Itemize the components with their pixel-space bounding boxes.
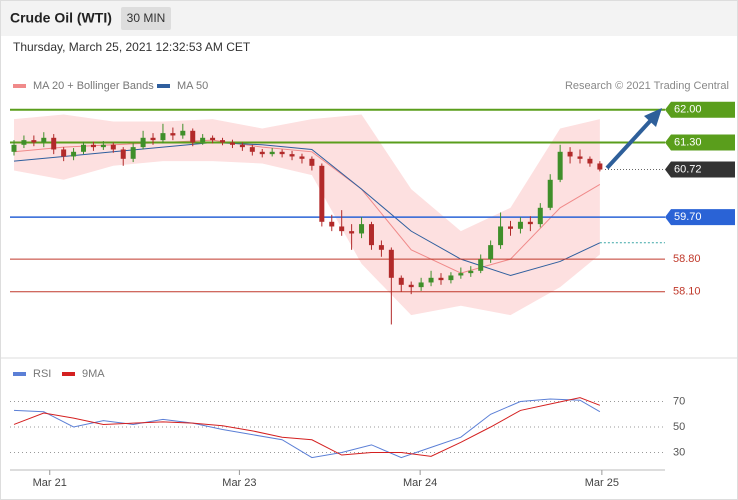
candle-body <box>498 226 504 246</box>
candle-body <box>398 277 404 285</box>
candle-body <box>259 151 265 155</box>
instrument-title: Crude Oil (WTI) <box>10 10 112 26</box>
legend-label: RSI <box>33 368 51 380</box>
x-tick-label: Mar 24 <box>403 477 437 489</box>
candle-body <box>51 137 57 150</box>
candle-body <box>567 151 573 157</box>
candle-body <box>90 144 96 148</box>
rsi-tick-label: 50 <box>673 421 685 433</box>
x-tick-label: Mar 23 <box>222 477 256 489</box>
candle-body <box>150 137 156 141</box>
candle-body <box>368 224 374 246</box>
level-label: 60.72 <box>674 163 702 175</box>
candle-body <box>448 275 454 281</box>
x-tick-label: Mar 25 <box>585 477 619 489</box>
candle-body <box>11 144 17 152</box>
legend-swatch <box>13 84 26 88</box>
candle-body <box>329 221 335 227</box>
candle-body <box>249 147 255 152</box>
level-tag <box>665 134 735 151</box>
candle-body <box>239 144 245 148</box>
candle-body <box>508 226 513 229</box>
candle-body <box>299 156 305 159</box>
candle-body <box>289 154 295 157</box>
candle-body <box>388 249 394 278</box>
interval-label[interactable]: 30 MIN <box>127 11 166 25</box>
candle-body <box>180 130 186 136</box>
candle-body <box>478 259 484 271</box>
candle-body <box>359 224 365 234</box>
candle-body <box>81 144 87 152</box>
credit: Research © 2021 Trading Central <box>565 80 729 92</box>
candle-body <box>210 137 216 141</box>
candle-body <box>229 142 235 145</box>
candle-body <box>547 179 553 208</box>
candle-body <box>190 130 196 143</box>
candle-body <box>488 245 494 260</box>
arrow-shaft <box>605 117 654 170</box>
bollinger-band <box>14 114 600 316</box>
candle-body <box>160 133 166 141</box>
candle-body <box>349 231 355 234</box>
candle-body <box>557 151 563 180</box>
legend-label: MA 50 <box>177 80 208 92</box>
candle-body <box>339 226 345 232</box>
candle-body <box>41 137 47 143</box>
candle-body <box>220 140 226 143</box>
candle-body <box>100 144 106 148</box>
datetime: Thursday, March 25, 2021 12:32:53 AM CET <box>13 40 251 54</box>
candle-body <box>517 221 523 229</box>
x-tick-label: Mar 21 <box>33 477 67 489</box>
level-tag <box>665 161 735 178</box>
candle-body <box>319 165 325 222</box>
candle-body <box>378 245 384 250</box>
legend-label: MA 20 + Bollinger Bands <box>33 80 154 92</box>
candle-body <box>200 137 206 143</box>
rsi-tick-label: 70 <box>673 395 685 407</box>
candle-body <box>269 151 275 155</box>
interval-badge[interactable] <box>121 7 171 30</box>
candle-body <box>120 149 126 159</box>
target-arrow <box>605 108 662 170</box>
level-tag <box>665 209 735 226</box>
arrow-head <box>644 108 662 127</box>
rsi-line <box>13 398 601 459</box>
legend-swatch <box>62 372 75 376</box>
candle-body <box>170 133 176 136</box>
candle-body <box>110 144 116 150</box>
level-label: 59.70 <box>674 211 702 223</box>
rsi-tick-label: 30 <box>673 446 685 458</box>
candle-body <box>527 221 533 225</box>
candle-body <box>279 151 285 155</box>
candle-body <box>71 151 77 157</box>
candle-body <box>438 277 444 281</box>
level-label: 61.30 <box>674 136 702 148</box>
candle-body <box>61 149 67 157</box>
rsi-line <box>13 397 601 457</box>
level-tag <box>665 101 735 118</box>
legend-swatch <box>13 372 26 376</box>
candle-body <box>577 156 583 159</box>
level-label: 58.80 <box>673 253 701 265</box>
level-label: 58.10 <box>673 286 701 298</box>
candle-body <box>428 277 434 283</box>
legend-swatch <box>157 84 170 88</box>
candle-body <box>309 158 315 166</box>
level-label: 62.00 <box>674 104 702 116</box>
legend-label: 9MA <box>82 368 105 380</box>
candle-body <box>468 270 474 274</box>
candle-body <box>31 140 37 143</box>
candle-body <box>597 163 603 170</box>
candle-body <box>537 207 543 225</box>
candle-body <box>130 147 136 159</box>
candle-body <box>140 137 146 148</box>
candle-body <box>21 140 27 145</box>
candle-body <box>587 158 593 164</box>
candle-body <box>418 282 424 288</box>
candle-body <box>408 284 414 288</box>
candle-body <box>458 273 464 276</box>
